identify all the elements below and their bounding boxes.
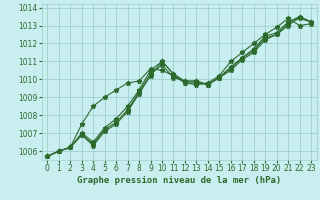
X-axis label: Graphe pression niveau de la mer (hPa): Graphe pression niveau de la mer (hPa)	[77, 176, 281, 185]
